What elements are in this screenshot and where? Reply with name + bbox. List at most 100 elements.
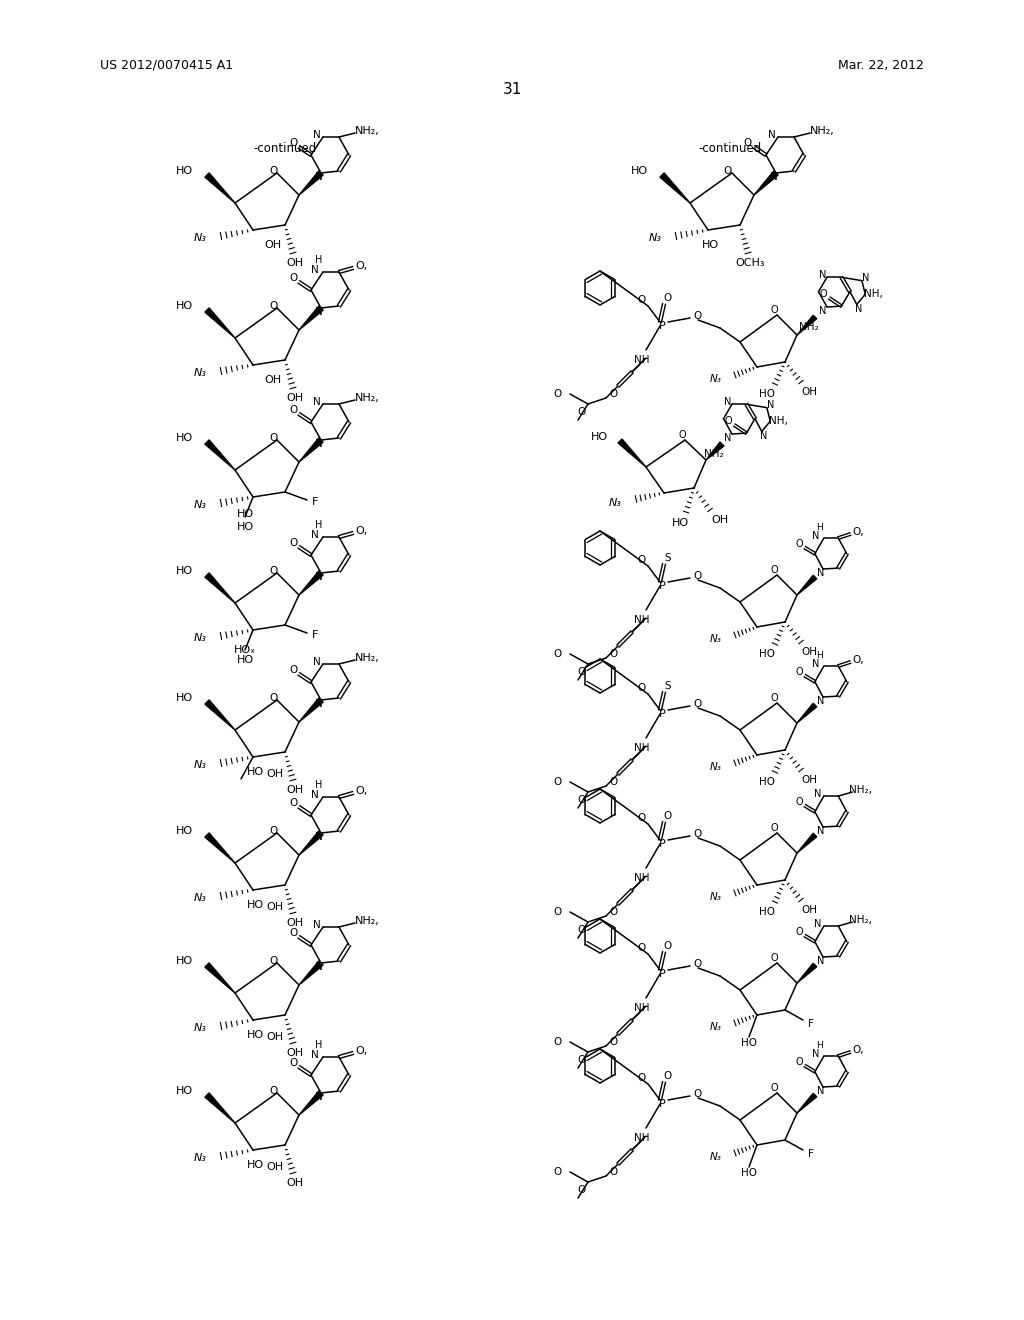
Text: O: O — [664, 941, 672, 950]
Text: OH: OH — [287, 1177, 303, 1188]
Text: F: F — [312, 498, 318, 507]
Text: NH: NH — [634, 743, 650, 752]
Text: HO: HO — [759, 389, 775, 399]
Text: S: S — [665, 553, 672, 564]
Text: N: N — [311, 531, 318, 540]
Text: NH: NH — [634, 873, 650, 883]
Text: OH: OH — [264, 375, 282, 385]
Text: H: H — [816, 523, 823, 532]
Polygon shape — [205, 173, 234, 203]
Text: N: N — [817, 1086, 824, 1096]
Text: NH: NH — [634, 355, 650, 366]
Text: O: O — [578, 925, 586, 935]
Polygon shape — [797, 964, 817, 983]
Text: P: P — [658, 321, 666, 331]
Text: O: O — [610, 777, 618, 787]
Polygon shape — [205, 1093, 234, 1123]
Text: N: N — [812, 531, 819, 541]
Text: HO: HO — [237, 655, 254, 665]
Text: HO: HO — [247, 900, 263, 909]
Text: N: N — [315, 700, 323, 709]
Text: O: O — [269, 301, 278, 312]
Text: NH,: NH, — [769, 416, 787, 426]
Text: HO: HO — [176, 826, 193, 836]
Text: NH₂: NH₂ — [705, 449, 724, 459]
Text: HO: HO — [741, 1168, 757, 1177]
Text: N: N — [724, 397, 732, 408]
Text: US 2012/0070415 A1: US 2012/0070415 A1 — [100, 58, 233, 71]
Polygon shape — [299, 830, 324, 855]
Text: O: O — [554, 777, 562, 787]
Text: O: O — [638, 294, 646, 305]
Text: N: N — [315, 962, 323, 972]
Text: O: O — [269, 433, 278, 444]
Text: N: N — [814, 919, 821, 929]
Text: N: N — [311, 789, 318, 800]
Text: P: P — [658, 840, 666, 849]
Polygon shape — [797, 576, 817, 595]
Text: F: F — [808, 1019, 814, 1030]
Polygon shape — [299, 438, 324, 462]
Text: O: O — [554, 1038, 562, 1047]
Text: O,: O, — [853, 655, 864, 665]
Text: O: O — [269, 166, 278, 176]
Text: O: O — [694, 1089, 702, 1100]
Text: N: N — [812, 659, 819, 669]
Text: N₃: N₃ — [649, 234, 662, 243]
Text: N: N — [315, 172, 323, 182]
Text: S: S — [665, 681, 672, 690]
Text: OH: OH — [801, 647, 817, 657]
Text: N: N — [313, 657, 321, 667]
Text: N: N — [313, 129, 321, 140]
Text: O: O — [269, 956, 278, 966]
Text: HO: HO — [591, 432, 608, 442]
Text: O: O — [694, 700, 702, 709]
Text: O: O — [694, 572, 702, 581]
Text: N₃: N₃ — [195, 634, 207, 643]
Text: N: N — [315, 1092, 323, 1102]
Text: O: O — [638, 554, 646, 565]
Text: O: O — [795, 667, 803, 677]
Text: O: O — [578, 407, 586, 417]
Text: NH₂,: NH₂, — [354, 653, 379, 663]
Text: N: N — [819, 271, 826, 280]
Text: OH: OH — [287, 393, 303, 403]
Text: HO: HO — [176, 1086, 193, 1096]
Polygon shape — [797, 833, 817, 853]
Text: O: O — [638, 942, 646, 953]
Text: O: O — [610, 1167, 618, 1177]
Text: H: H — [315, 780, 323, 789]
Text: O: O — [770, 305, 778, 315]
Text: N₃: N₃ — [710, 1022, 722, 1032]
Text: OH: OH — [266, 902, 284, 912]
Text: NH₂,: NH₂, — [849, 785, 871, 795]
Text: N₃: N₃ — [195, 1023, 207, 1034]
Text: 31: 31 — [503, 82, 521, 98]
Text: O: O — [289, 799, 297, 808]
Text: O: O — [743, 139, 752, 148]
Text: OH: OH — [266, 770, 284, 779]
Text: Mar. 22, 2012: Mar. 22, 2012 — [838, 58, 924, 71]
Polygon shape — [205, 700, 234, 730]
Text: O: O — [610, 1038, 618, 1047]
Text: -continued: -continued — [253, 141, 316, 154]
Text: N: N — [315, 832, 323, 842]
Text: O: O — [770, 565, 778, 576]
Text: HO: HO — [247, 1160, 263, 1170]
Text: O: O — [795, 797, 803, 807]
Polygon shape — [797, 315, 817, 335]
Text: O,: O, — [355, 261, 368, 271]
Text: O,: O, — [853, 527, 864, 537]
Text: O: O — [638, 813, 646, 822]
Text: HO: HO — [759, 907, 775, 917]
Polygon shape — [299, 170, 324, 195]
Polygon shape — [205, 440, 234, 470]
Text: OH: OH — [287, 917, 303, 928]
Text: OH: OH — [287, 1048, 303, 1059]
Text: OH: OH — [266, 1032, 284, 1041]
Text: N: N — [817, 826, 824, 836]
Text: O: O — [795, 1057, 803, 1067]
Text: N: N — [315, 572, 323, 582]
Polygon shape — [299, 698, 324, 722]
Text: N: N — [315, 440, 323, 449]
